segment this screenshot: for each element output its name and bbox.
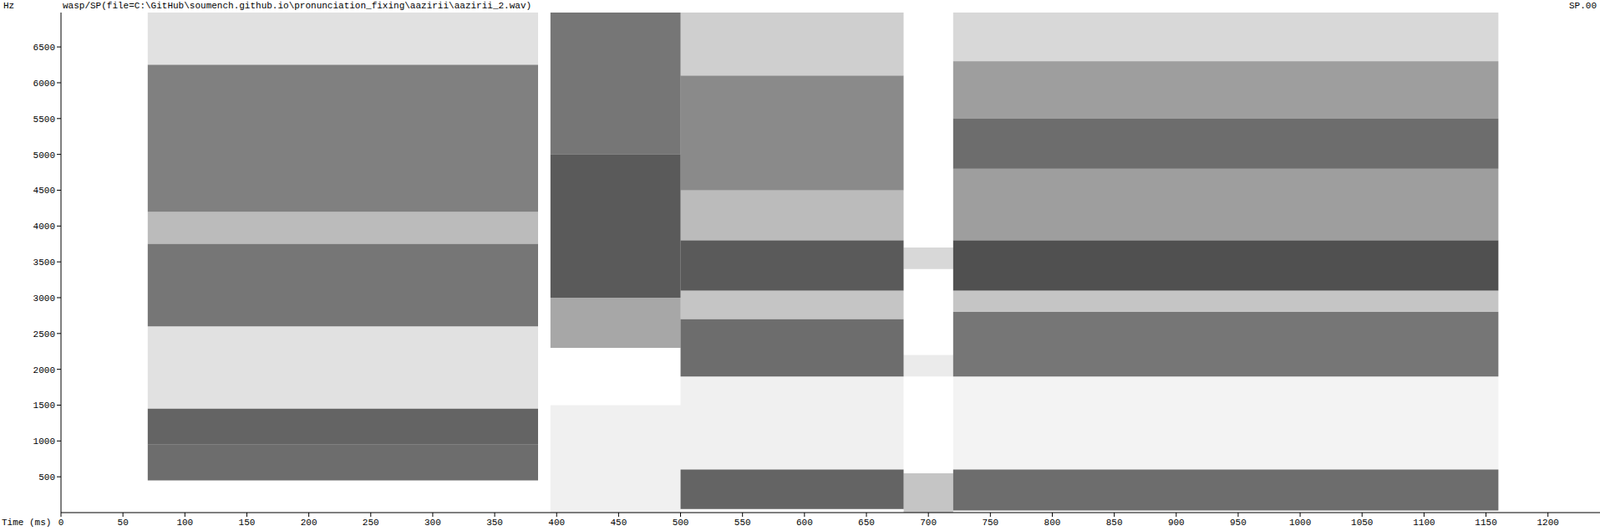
- svg-text:550: 550: [734, 517, 752, 528]
- svg-text:3500: 3500: [33, 257, 56, 268]
- svg-text:4500: 4500: [33, 185, 56, 196]
- svg-text:700: 700: [919, 517, 937, 528]
- svg-text:2000: 2000: [33, 365, 56, 376]
- svg-text:850: 850: [1106, 517, 1123, 528]
- svg-text:650: 650: [858, 517, 875, 528]
- svg-text:300: 300: [424, 517, 442, 528]
- svg-text:800: 800: [1044, 517, 1062, 528]
- svg-text:200: 200: [300, 517, 318, 528]
- svg-text:400: 400: [548, 517, 565, 528]
- svg-text:4000: 4000: [33, 221, 56, 232]
- svg-text:900: 900: [1168, 517, 1185, 528]
- svg-text:1050: 1050: [1351, 517, 1373, 528]
- svg-text:6000: 6000: [33, 78, 56, 89]
- svg-text:100: 100: [176, 517, 194, 528]
- html-text:SP.00: SP.00: [1569, 0, 1597, 11]
- svg-text:1200: 1200: [1537, 517, 1560, 528]
- svg-text:1100: 1100: [1412, 517, 1435, 528]
- html-text:Hz: Hz: [3, 0, 15, 11]
- svg-text:250: 250: [362, 517, 380, 528]
- svg-text:150: 150: [238, 517, 256, 528]
- svg-text:600: 600: [796, 517, 813, 528]
- svg-text:1150: 1150: [1474, 517, 1497, 528]
- svg-text:3000: 3000: [33, 293, 56, 304]
- svg-text:500: 500: [672, 517, 690, 528]
- svg-text:950: 950: [1229, 517, 1247, 528]
- svg-text:1000: 1000: [33, 436, 56, 447]
- svg-text:50: 50: [117, 517, 129, 528]
- svg-text:1000: 1000: [1289, 517, 1311, 528]
- svg-text:750: 750: [981, 517, 999, 528]
- html-text:wasp/SP(file=C:\GitHub\soumenc: wasp/SP(file=C:\GitHub\soumench.github.i…: [62, 0, 532, 11]
- svg-text:0: 0: [58, 517, 65, 528]
- svg-text:6500: 6500: [33, 42, 56, 53]
- svg-text:5500: 5500: [33, 114, 56, 125]
- svg-text:500: 500: [38, 472, 56, 483]
- svg-text:2500: 2500: [33, 329, 56, 340]
- svg-text:1500: 1500: [33, 400, 56, 411]
- html-text:Time (ms): Time (ms): [1, 517, 52, 528]
- svg-text:450: 450: [609, 517, 627, 528]
- svg-text:5000: 5000: [33, 150, 56, 161]
- svg-text:350: 350: [486, 517, 503, 528]
